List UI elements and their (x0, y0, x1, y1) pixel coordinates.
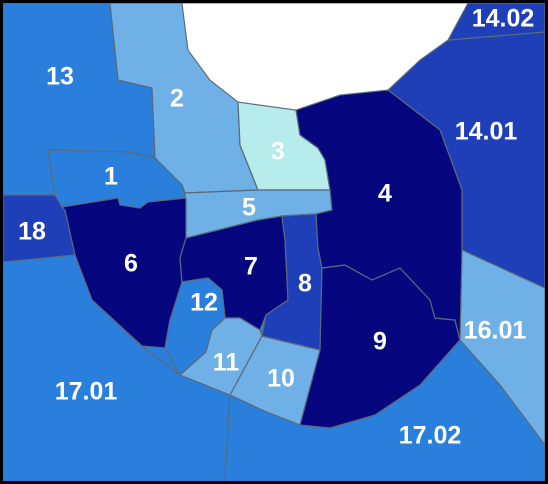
label-tract-9: 9 (373, 328, 387, 356)
label-tract-2: 2 (170, 85, 184, 113)
label-tract-14-02: 14.02 (472, 5, 535, 33)
label-tract-16-01: 16.01 (464, 317, 527, 345)
label-tract-17-02: 17.02 (399, 422, 462, 450)
label-tract-14-01: 14.01 (455, 118, 518, 146)
label-tract-17-01: 17.01 (55, 378, 118, 406)
label-tract-1: 1 (104, 163, 118, 191)
tract-4[interactable] (295, 89, 463, 341)
label-tract-4: 4 (378, 180, 392, 208)
label-tract-6: 6 (124, 250, 138, 278)
label-tract-5: 5 (242, 194, 256, 222)
label-tract-12: 12 (190, 289, 218, 317)
water-body (181, 2, 469, 111)
label-tract-8: 8 (298, 270, 312, 298)
label-tract-13: 13 (46, 63, 74, 91)
label-tract-3: 3 (271, 138, 285, 166)
label-tract-10: 10 (267, 365, 295, 393)
label-tract-11: 11 (213, 349, 240, 377)
label-tract-7: 7 (244, 253, 258, 281)
label-tract-18: 18 (18, 218, 46, 246)
